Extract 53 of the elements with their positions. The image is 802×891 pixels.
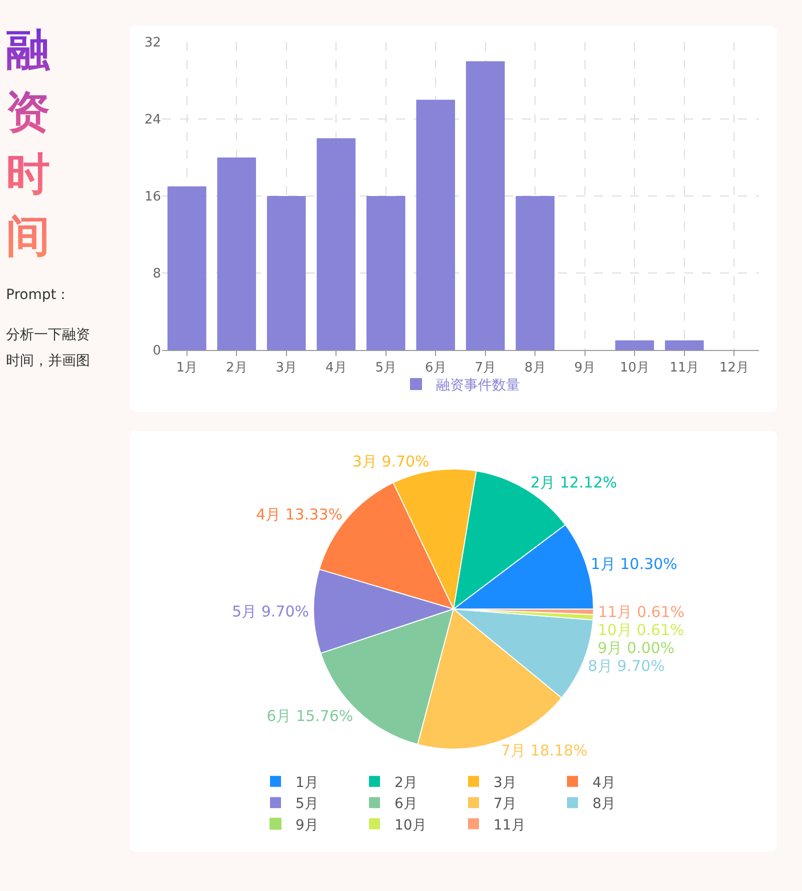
bar <box>266 196 306 350</box>
bar <box>466 61 505 350</box>
x-tick-label: 7月 <box>474 360 496 376</box>
bar <box>167 186 206 350</box>
data-label: 10月 0.61% <box>598 620 684 639</box>
bar <box>416 100 456 350</box>
data-label: 2月 12.12% <box>530 474 618 492</box>
bar <box>316 138 356 350</box>
text: 9月 0.00% <box>598 638 675 657</box>
x-tick-label: 12月 <box>719 360 749 376</box>
legend-label: 5月 <box>296 796 318 812</box>
legend-label: 1月 <box>296 774 318 791</box>
x-tick-label: 5月 <box>375 360 397 376</box>
x-tick-label: 6月 <box>424 360 446 376</box>
bar <box>615 340 654 350</box>
data-label: 1月 10.30% <box>590 554 678 573</box>
x-tick-label: 1月 <box>176 360 198 376</box>
legend-label: 融资事件数量 <box>436 378 520 394</box>
y-tick-label: 32 <box>144 36 161 51</box>
x-tick-label: 4月 <box>325 360 347 376</box>
legend-label: 10月 <box>394 817 426 834</box>
bar <box>516 196 555 350</box>
x-tick-label: 3月 <box>276 360 298 376</box>
y-tick-label: 0 <box>152 344 161 359</box>
text: Prompt： <box>6 286 72 305</box>
bar <box>664 340 704 350</box>
data-label: 7月 18.18% <box>501 741 588 760</box>
text: 分析一下融资时间，并画图 <box>6 326 91 371</box>
legend-label: 11月 <box>494 817 526 834</box>
legend-label: 8月 <box>592 796 616 812</box>
legend-label: 3月 <box>494 774 516 791</box>
data-label: 8月 9.70% <box>588 656 665 675</box>
y-tick-label: 24 <box>144 112 161 128</box>
data-label: 11月 0.61% <box>598 602 684 621</box>
x-tick-label: 11月 <box>670 360 700 376</box>
legend-label: 2月 <box>394 774 418 791</box>
legend-label: 7月 <box>494 796 516 812</box>
bar <box>366 196 406 350</box>
y-tick-label: 16 <box>144 190 161 205</box>
x-tick-label: 10月 <box>620 360 650 376</box>
legend-label: 6月 <box>394 796 418 812</box>
data-label: 3月 9.70% <box>352 452 430 471</box>
legend-label: 4月 <box>592 774 616 791</box>
x-tick-label: 9月 <box>574 360 596 376</box>
data-label: 4月 13.33% <box>256 505 342 524</box>
text: 融资时间 <box>6 20 56 268</box>
data-label: 5月 9.70% <box>232 602 310 620</box>
bar <box>217 158 256 350</box>
y-tick-label: 8 <box>152 266 161 282</box>
x-tick-label: 2月 <box>226 360 248 376</box>
x-tick-label: 8月 <box>524 360 546 376</box>
data-label: 6月 15.76% <box>266 706 354 725</box>
legend-label: 9月 <box>296 817 318 834</box>
